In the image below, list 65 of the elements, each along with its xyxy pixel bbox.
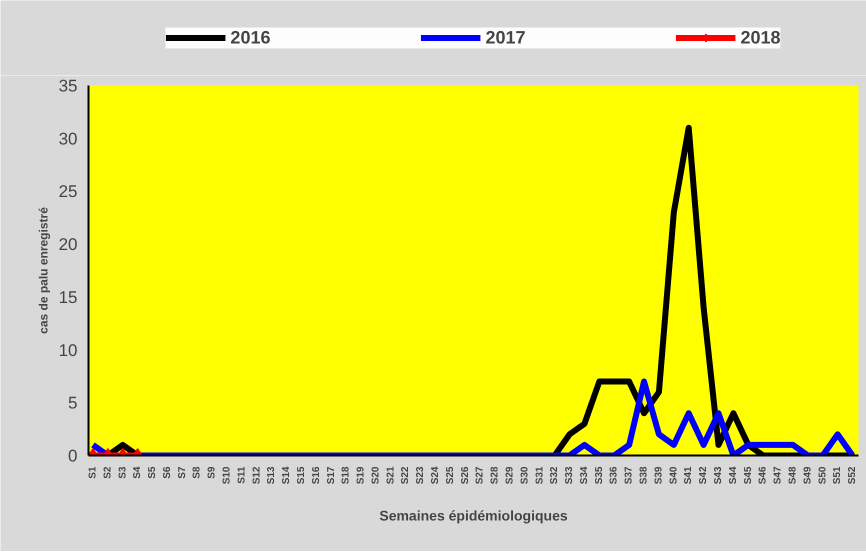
x-tick-label: S44 [728,466,739,484]
x-tick-label: S45 [742,466,754,484]
y-tick-label: 35 [58,76,78,96]
x-tick-label: S10 [222,466,233,484]
x-tick-label: S22 [400,466,412,484]
x-tick-label: S29 [504,466,516,484]
x-tick-label: S28 [490,466,501,484]
x-tick-label: S7 [176,466,188,479]
legend-label: 2018 [740,27,781,48]
x-tick-label: S31 [534,466,546,484]
x-tick-label: S16 [310,466,322,484]
x-tick-label: S11 [236,466,248,484]
y-tick-label: 25 [58,182,78,202]
x-tick-label: S47 [772,466,784,484]
x-tick-label: S40 [668,466,680,484]
x-tick-label: S49 [802,466,814,484]
x-tick-label: S43 [713,466,724,484]
x-tick-label: S2 [102,466,114,479]
x-tick-label: S3 [117,466,128,479]
x-tick-label: S5 [147,466,158,479]
x-tick-label: S50 [817,466,828,484]
x-tick-label: S52 [847,466,858,484]
x-tick-label: S41 [683,466,694,484]
x-tick-label: S24 [430,466,442,484]
y-tick-label: 20 [58,235,78,254]
x-tick-label: S32 [549,466,560,484]
x-tick-label: S42 [698,466,710,484]
x-tick-label: S8 [192,466,203,479]
x-tick-label: S39 [653,466,664,484]
x-tick-label: S12 [251,466,262,484]
y-tick-label: 10 [58,340,78,360]
x-tick-label: S4 [132,466,144,479]
x-tick-label: S21 [385,466,396,484]
x-tick-label: S35 [594,466,605,484]
x-tick-label: S25 [444,466,456,484]
x-tick-label: S37 [624,466,635,484]
x-tick-label: S15 [296,466,307,484]
x-tick-label: S18 [340,466,352,484]
x-tick-label: S38 [638,466,650,484]
x-tick-label: S46 [758,466,769,484]
x-tick-label: S17 [326,466,337,484]
x-tick-label: S51 [832,466,844,484]
x-tick-label: S14 [281,466,292,484]
y-tick-label: 0 [68,446,78,466]
x-tick-label: S34 [578,466,590,484]
x-tick-label: S13 [266,466,278,484]
x-tick-label: S27 [474,466,486,484]
legend-label: 2017 [485,27,526,48]
x-tick-label: S20 [370,466,382,484]
y-tick-label: 30 [58,129,78,148]
x-tick-label: S48 [787,466,798,484]
x-tick-label: S23 [415,466,426,484]
y-axis-title: cas de palu enregistré [36,206,51,334]
x-tick-label: S26 [460,466,471,484]
x-tick-label: S33 [564,466,576,484]
y-tick-label: 15 [58,288,78,307]
x-tick-label: S1 [87,466,98,479]
x-tick-label: S9 [206,466,218,479]
x-tick-label: S6 [162,466,173,479]
x-tick-label: S36 [608,466,620,484]
x-axis-title: Semaines épidémiologiques [379,507,568,524]
x-tick-label: S30 [519,466,530,484]
x-tick-label: S19 [356,466,367,484]
y-tick-label: 5 [68,394,78,413]
legend-label: 2016 [230,27,270,48]
